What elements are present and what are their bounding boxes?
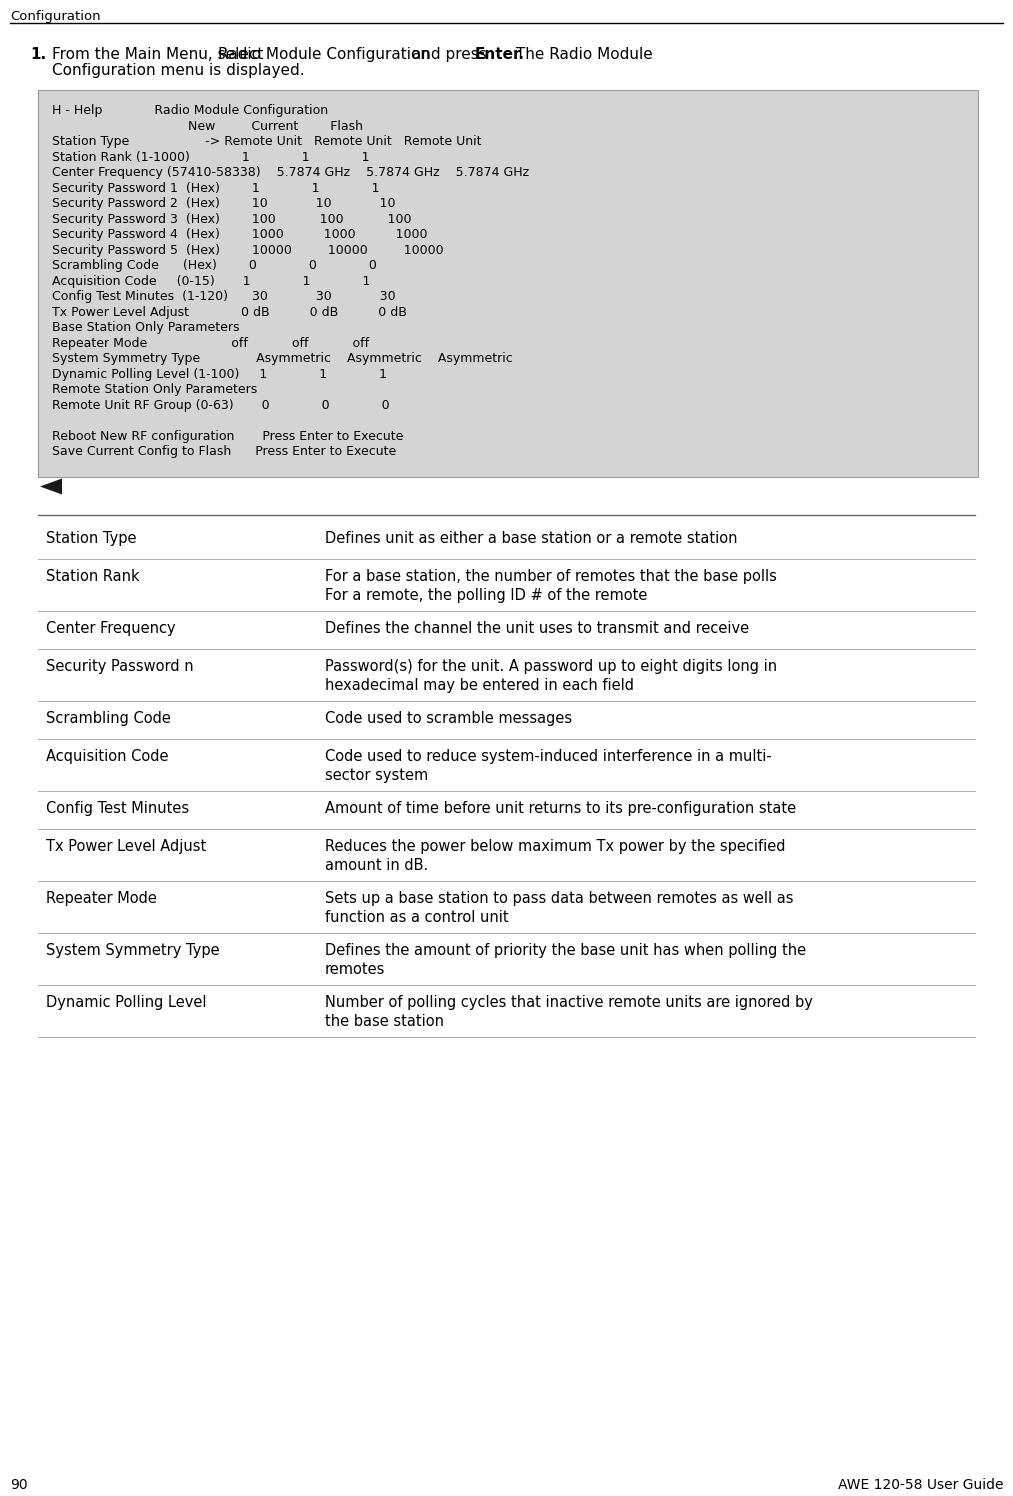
- Text: Remote Unit RF Group (0-63)       0             0             0: Remote Unit RF Group (0-63) 0 0 0: [44, 398, 390, 411]
- Text: 90: 90: [10, 1478, 27, 1492]
- Text: Station Type: Station Type: [46, 531, 137, 546]
- Text: Configuration: Configuration: [10, 10, 100, 22]
- Text: For a base station, the number of remotes that the base polls
For a remote, the : For a base station, the number of remote…: [325, 568, 777, 603]
- Text: H - Help             Radio Module Configuration: H - Help Radio Module Configuration: [44, 105, 328, 117]
- Text: Acquisition Code     (0-15)       1             1             1: Acquisition Code (0-15) 1 1 1: [44, 274, 371, 287]
- Text: Sets up a base station to pass data between remotes as well as
function as a con: Sets up a base station to pass data betw…: [325, 890, 793, 925]
- Text: Tx Power Level Adjust: Tx Power Level Adjust: [46, 838, 207, 854]
- Text: Code used to scramble messages: Code used to scramble messages: [325, 711, 572, 726]
- Text: Repeater Mode: Repeater Mode: [46, 890, 157, 905]
- Text: Station Rank: Station Rank: [46, 568, 140, 583]
- Text: Reduces the power below maximum Tx power by the specified
amount in dB.: Reduces the power below maximum Tx power…: [325, 838, 785, 872]
- Text: Center Frequency (57410-58338)    5.7874 GHz    5.7874 GHz    5.7874 GHz: Center Frequency (57410-58338) 5.7874 GH…: [44, 166, 529, 180]
- Text: The Radio Module: The Radio Module: [512, 46, 652, 61]
- Text: Security Password 2  (Hex)        10            10            10: Security Password 2 (Hex) 10 10 10: [44, 197, 395, 209]
- Text: Dynamic Polling Level: Dynamic Polling Level: [46, 995, 207, 1010]
- Text: Scrambling Code: Scrambling Code: [46, 711, 171, 726]
- Text: Defines the amount of priority the base unit has when polling the
remotes: Defines the amount of priority the base …: [325, 942, 806, 977]
- Text: Defines unit as either a base station or a remote station: Defines unit as either a base station or…: [325, 531, 737, 546]
- Text: Repeater Mode                     off           off           off: Repeater Mode off off off: [44, 337, 369, 350]
- Text: Number of polling cycles that inactive remote units are ignored by
the base stat: Number of polling cycles that inactive r…: [325, 995, 812, 1029]
- Text: Security Password 1  (Hex)        1             1             1: Security Password 1 (Hex) 1 1 1: [44, 181, 380, 194]
- Text: and press: and press: [406, 46, 491, 61]
- Polygon shape: [40, 479, 62, 495]
- Text: Station Type                   -> Remote Unit   Remote Unit   Remote Unit: Station Type -> Remote Unit Remote Unit …: [44, 135, 481, 148]
- Text: Code used to reduce system-induced interference in a multi-
sector system: Code used to reduce system-induced inter…: [325, 748, 772, 782]
- Text: Security Password 5  (Hex)        10000         10000         10000: Security Password 5 (Hex) 10000 10000 10…: [44, 244, 444, 256]
- Text: Security Password n: Security Password n: [46, 658, 193, 673]
- Text: Config Test Minutes  (1-120)      30            30            30: Config Test Minutes (1-120) 30 30 30: [44, 290, 396, 304]
- Text: Station Rank (1-1000)             1             1             1: Station Rank (1-1000) 1 1 1: [44, 151, 370, 163]
- Text: 1.: 1.: [30, 46, 47, 61]
- Text: System Symmetry Type: System Symmetry Type: [46, 942, 220, 957]
- Text: Scrambling Code      (Hex)        0             0             0: Scrambling Code (Hex) 0 0 0: [44, 259, 377, 272]
- Text: Password(s) for the unit. A password up to eight digits long in
hexadecimal may : Password(s) for the unit. A password up …: [325, 658, 777, 693]
- Text: From the Main Menu, select: From the Main Menu, select: [52, 46, 268, 61]
- Text: Tx Power Level Adjust             0 dB          0 dB          0 dB: Tx Power Level Adjust 0 dB 0 dB 0 dB: [44, 305, 407, 319]
- Text: Dynamic Polling Level (1-100)     1             1             1: Dynamic Polling Level (1-100) 1 1 1: [44, 368, 387, 380]
- Text: System Symmetry Type              Asymmetric    Asymmetric    Asymmetric: System Symmetry Type Asymmetric Asymmetr…: [44, 352, 513, 365]
- Text: Security Password 3  (Hex)        100           100           100: Security Password 3 (Hex) 100 100 100: [44, 212, 411, 226]
- Text: Amount of time before unit returns to its pre-configuration state: Amount of time before unit returns to it…: [325, 800, 796, 815]
- Text: Acquisition Code: Acquisition Code: [46, 748, 168, 763]
- Text: Center Frequency: Center Frequency: [46, 621, 175, 636]
- FancyBboxPatch shape: [38, 90, 978, 477]
- Text: Defines the channel the unit uses to transmit and receive: Defines the channel the unit uses to tra…: [325, 621, 750, 636]
- Text: Enter.: Enter.: [474, 46, 524, 61]
- Text: Base Station Only Parameters: Base Station Only Parameters: [44, 322, 239, 334]
- Text: Radio Module Configuration: Radio Module Configuration: [218, 46, 431, 61]
- Text: New         Current        Flash: New Current Flash: [44, 120, 363, 133]
- Text: Security Password 4  (Hex)        1000          1000          1000: Security Password 4 (Hex) 1000 1000 1000: [44, 227, 427, 241]
- Text: Config Test Minutes: Config Test Minutes: [46, 800, 189, 815]
- Text: Remote Station Only Parameters: Remote Station Only Parameters: [44, 383, 257, 396]
- Text: Save Current Config to Flash      Press Enter to Execute: Save Current Config to Flash Press Enter…: [44, 444, 396, 458]
- Text: Reboot New RF configuration       Press Enter to Execute: Reboot New RF configuration Press Enter …: [44, 429, 403, 443]
- Text: Configuration menu is displayed.: Configuration menu is displayed.: [52, 63, 305, 78]
- Text: AWE 120-58 User Guide: AWE 120-58 User Guide: [838, 1478, 1003, 1492]
